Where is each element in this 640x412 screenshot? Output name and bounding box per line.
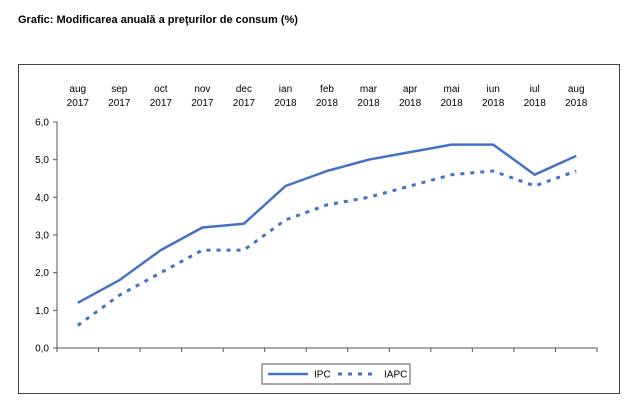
y-tick-label: 2,0 bbox=[35, 268, 49, 279]
chart-frame bbox=[18, 64, 620, 394]
y-tick-label: 5,0 bbox=[35, 155, 49, 166]
x-tick-label-month: aug bbox=[69, 84, 86, 95]
x-tick-label-month: sep bbox=[111, 84, 128, 95]
y-tick-label: 4,0 bbox=[35, 193, 49, 204]
x-tick-label-year: 2017 bbox=[108, 98, 131, 109]
chart-title: Grafic: Modificarea anuală a preţurilor … bbox=[18, 14, 298, 26]
legend-label-iapc: IAPC bbox=[384, 370, 407, 381]
x-tick-label-month: apr bbox=[403, 84, 418, 95]
x-tick-label-month: iul bbox=[530, 84, 540, 95]
x-tick-label-month: mai bbox=[444, 84, 460, 95]
x-tick-label-month: mar bbox=[360, 84, 378, 95]
x-tick-label-month: aug bbox=[568, 84, 585, 95]
x-tick-label-year: 2018 bbox=[274, 98, 297, 109]
x-tick-label-month: dec bbox=[236, 84, 252, 95]
x-tick-label-year: 2017 bbox=[150, 98, 173, 109]
legend-box bbox=[261, 363, 411, 385]
x-axis: aug 2017 sep 2017 oct 2017 nov 2017 dec 2017 ian 20… bbox=[56, 84, 598, 352]
x-tick-label-year: 2017 bbox=[191, 98, 214, 109]
y-tick-label: 6,0 bbox=[35, 118, 49, 129]
x-tick-label-year: 2017 bbox=[233, 98, 256, 109]
series-line-ipc bbox=[77, 143, 577, 304]
x-tick-label-month: iun bbox=[486, 84, 499, 95]
x-tick-label-month: ian bbox=[279, 84, 292, 95]
x-tick-label-month: oct bbox=[154, 84, 168, 95]
legend: IPC IAPC bbox=[261, 363, 411, 385]
y-axis: 0,0 1,0 2,0 3,0 4,0 5,0 6,0 bbox=[35, 118, 58, 355]
y-tick-label: 1,0 bbox=[35, 306, 49, 317]
y-tick-label: 3,0 bbox=[35, 231, 49, 242]
x-tick-label-month: feb bbox=[320, 84, 334, 95]
x-tick-label-year: 2018 bbox=[357, 98, 380, 109]
series-line-iapc bbox=[76, 169, 577, 327]
x-tick-label-year: 2018 bbox=[482, 98, 505, 109]
x-tick-label-month: nov bbox=[194, 84, 210, 95]
series-lines bbox=[76, 143, 577, 327]
y-tick-label: 0,0 bbox=[35, 344, 49, 355]
x-tick-label-year: 2018 bbox=[565, 98, 588, 109]
legend-label-ipc: IPC bbox=[314, 370, 331, 381]
x-tick-label-year: 2017 bbox=[67, 98, 90, 109]
x-tick-label-year: 2018 bbox=[316, 98, 339, 109]
x-tick-label-year: 2018 bbox=[399, 98, 422, 109]
x-tick-label-year: 2018 bbox=[524, 98, 547, 109]
x-tick-label-year: 2018 bbox=[440, 98, 463, 109]
